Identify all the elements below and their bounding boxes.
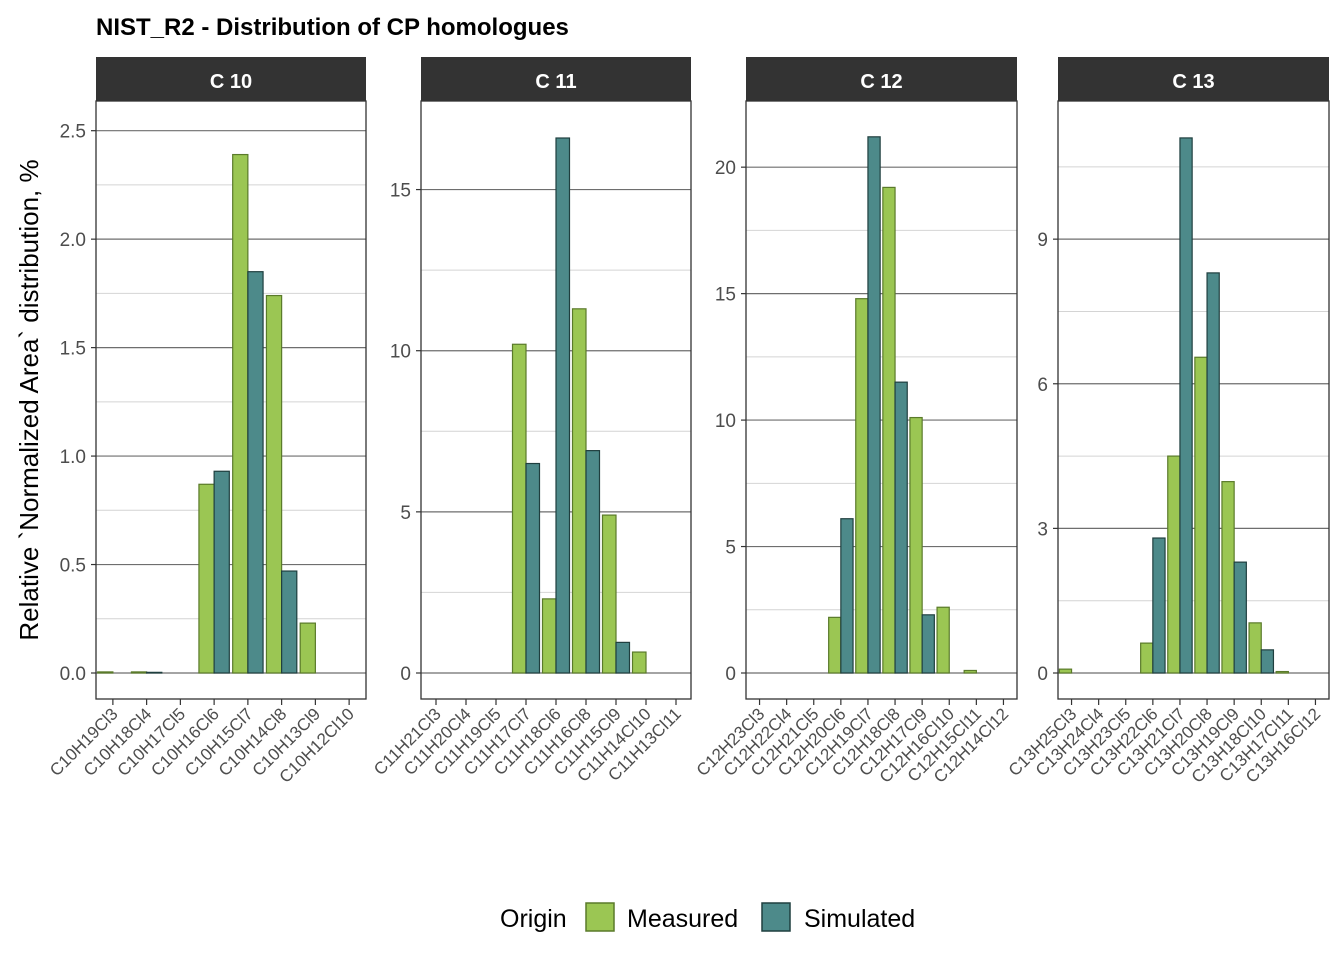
bar-simulated: [281, 570, 298, 674]
bar-measured: [130, 671, 148, 674]
facet-strip: [96, 57, 366, 101]
bar-simulated: [213, 470, 230, 674]
y-axis-title: Relative `Normalized Area` distribution,…: [14, 159, 44, 640]
bar-measured: [1221, 481, 1235, 674]
bar-simulated: [585, 450, 601, 674]
y-tick-label: 15: [390, 181, 411, 202]
y-tick-label: 10: [390, 342, 411, 363]
bar-simulated: [615, 641, 631, 674]
bar-simulated: [867, 136, 881, 674]
panel-border: [1057, 100, 1330, 700]
bar-measured: [1194, 356, 1208, 674]
bar-measured: [1140, 642, 1154, 674]
y-tick-label: 0.0: [60, 664, 86, 685]
facet-strip-label: C 13: [1172, 71, 1214, 93]
facet-panel: C 130369C13H25Cl3C13H24Cl4C13H23Cl5C13H2…: [1005, 57, 1330, 787]
y-tick-label: 5: [725, 538, 736, 559]
bar-measured: [601, 514, 617, 674]
bar-simulated: [1179, 137, 1193, 674]
facet-strip: [746, 57, 1017, 101]
facet-strip-label: C 10: [210, 71, 252, 93]
bar-measured: [1058, 668, 1073, 674]
legend-title: Origin: [500, 905, 567, 933]
y-tick-label: 9: [1037, 230, 1048, 251]
bar-simulated: [555, 137, 571, 674]
bar-measured: [299, 622, 316, 674]
bar-simulated: [146, 671, 163, 674]
bar-measured: [909, 416, 923, 674]
bar-measured: [541, 598, 557, 674]
facet-panels: C 100.00.51.01.52.02.5C10H19Cl3C10H18Cl4…: [46, 57, 1330, 787]
panel-border: [745, 100, 1018, 700]
y-tick-label: 2.0: [60, 230, 86, 251]
bar-measured: [882, 186, 896, 674]
legend-swatch-measured: [585, 902, 615, 932]
facet-strip-label: C 11: [535, 71, 576, 93]
facet-strip-label: C 12: [860, 71, 902, 93]
y-tick-label: 1.0: [60, 447, 86, 468]
bar-measured: [511, 343, 527, 674]
bar-simulated: [840, 518, 854, 674]
facet-panel: C 100.00.51.01.52.02.5C10H19Cl3C10H18Cl4…: [46, 57, 367, 787]
bar-measured: [828, 616, 842, 674]
legend-label-measured: Measured: [627, 905, 738, 933]
y-tick-label: 15: [715, 285, 736, 306]
y-tick-label: 3: [1037, 519, 1048, 540]
bar-simulated: [1206, 272, 1220, 674]
bar-simulated: [894, 381, 908, 674]
facet-strip: [1058, 57, 1329, 101]
bar-measured: [963, 669, 977, 674]
bar-measured: [97, 671, 114, 674]
bar-simulated: [1233, 561, 1247, 674]
bar-measured: [571, 308, 587, 674]
panel-border: [95, 100, 367, 700]
y-tick-label: 6: [1037, 375, 1048, 396]
bar-simulated: [1152, 537, 1166, 674]
bar-simulated: [247, 271, 264, 674]
facet-panel: C 11051015C11H21Cl3C11H20Cl4C11H19Cl5C11…: [370, 57, 692, 786]
bar-simulated: [921, 614, 935, 674]
y-tick-label: 0: [1037, 664, 1048, 685]
y-tick-label: 10: [715, 411, 736, 432]
legend-swatch-simulated: [761, 902, 791, 932]
bar-measured: [265, 294, 283, 674]
facet-panel: C 1205101520C12H23Cl3C12H22Cl4C12H21Cl5C…: [693, 57, 1018, 787]
y-tick-label: 2.5: [60, 122, 86, 143]
bar-measured: [631, 651, 647, 674]
legend-label-simulated: Simulated: [804, 905, 915, 933]
bar-measured: [1167, 455, 1181, 674]
bar-measured: [936, 606, 950, 674]
bar-measured: [1275, 670, 1289, 674]
y-tick-label: 0: [725, 664, 736, 685]
bar-simulated: [1260, 649, 1275, 674]
bar-measured: [855, 298, 869, 674]
bar-measured: [198, 483, 215, 674]
bar-measured: [232, 153, 249, 674]
bar-simulated: [525, 462, 541, 674]
y-tick-label: 20: [715, 158, 736, 179]
y-tick-label: 1.5: [60, 339, 86, 360]
y-tick-label: 5: [400, 503, 411, 524]
y-tick-label: 0.5: [60, 556, 86, 577]
legend: Origin Measured Simulated: [500, 902, 915, 933]
chart-title: NIST_R2 - Distribution of CP homologues: [96, 14, 569, 41]
y-tick-label: 0: [400, 664, 411, 685]
bar-measured: [1248, 622, 1262, 674]
facet-strip: [421, 57, 691, 101]
